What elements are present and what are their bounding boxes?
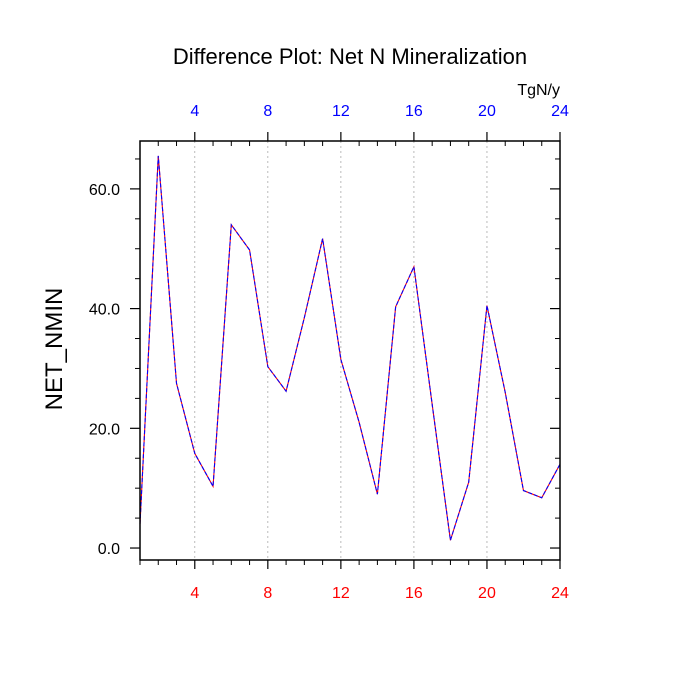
x-tick-label-top: 12	[332, 103, 350, 120]
x-tick-label-bottom: 16	[405, 585, 423, 602]
label-layer: 4 4 8 8 12 12 16 16 20 20 24 24 0.0 20.0 40.0 60.0	[89, 103, 569, 602]
x-tick-label-bottom: 24	[551, 585, 569, 602]
y-tick-label: 0.0	[98, 541, 120, 558]
y-tick-label: 20.0	[89, 421, 120, 438]
series-layer	[139, 155, 561, 541]
x-tick-label-bottom: 8	[263, 585, 272, 602]
x-tick-label-top: 16	[405, 103, 423, 120]
plot-frame	[139, 140, 561, 561]
x-tick-label-top: 4	[190, 103, 199, 120]
x-tick-label-bottom: 12	[332, 585, 350, 602]
chart-title: Difference Plot: Net N Mineralization	[173, 44, 527, 69]
y-tick-label: 60.0	[89, 182, 120, 199]
series-line-model2	[139, 155, 561, 541]
x-tick-label-bottom: 20	[478, 585, 496, 602]
y-tick-label: 40.0	[89, 302, 120, 319]
y-axis-label: NET_NMIN	[41, 288, 68, 411]
tick-layer	[130, 132, 561, 569]
x-tick-label-top: 8	[263, 103, 272, 120]
grid-layer	[194, 141, 488, 560]
units-label: TgN/y	[517, 82, 560, 99]
series-line-model1	[139, 155, 561, 541]
x-tick-label-top: 20	[478, 103, 496, 120]
x-tick-label-bottom: 4	[190, 585, 199, 602]
x-tick-label-top: 24	[551, 103, 569, 120]
